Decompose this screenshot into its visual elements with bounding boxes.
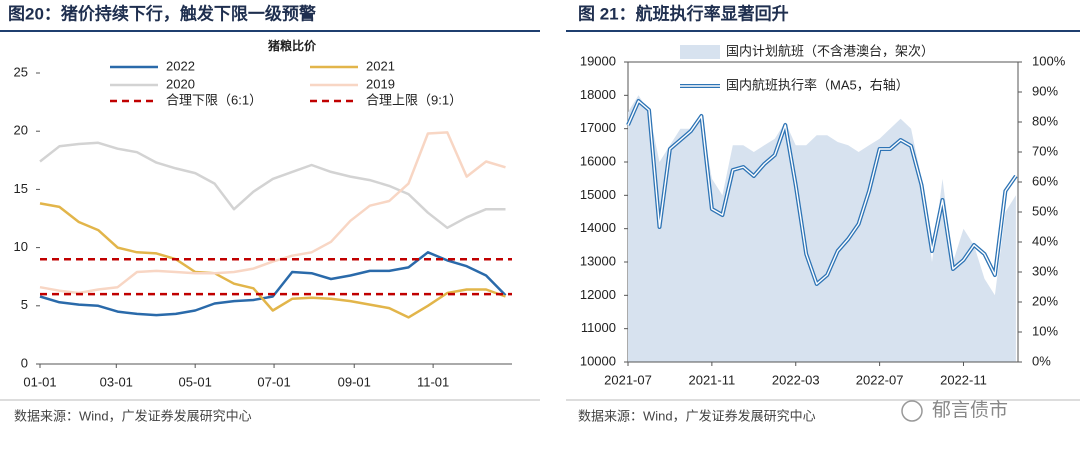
chart-title: 图 21：航班执行率显著回升: [578, 3, 789, 23]
x-tick-label: 01-01: [23, 374, 56, 389]
x-tick-label: 2022-11: [940, 372, 987, 387]
x-tick-label: 2021-11: [688, 372, 735, 387]
x-tick-label: 11-01: [417, 374, 449, 389]
x-tick-label: 07-01: [257, 374, 290, 389]
y-tick-label: 14000: [580, 220, 616, 235]
y-tick-label: 13000: [580, 253, 616, 268]
y-tick-label: 15: [14, 181, 28, 196]
watermark-icon: [901, 400, 923, 422]
y-tick-label: 12000: [580, 287, 616, 302]
y-tick-label: 11000: [581, 320, 616, 335]
y-tick-label: 18000: [580, 87, 616, 102]
y2-tick-label: 10%: [1032, 323, 1058, 338]
x-tick-label: 2022-07: [856, 372, 904, 387]
area: [628, 95, 1016, 363]
series-line: [39, 141, 506, 230]
legend-label: 2020: [166, 76, 195, 91]
source: 数据来源：Wind，广发证券发展研究中心: [14, 408, 252, 423]
source: 数据来源：Wind，广发证券发展研究中心: [578, 408, 816, 423]
x-tick-label: 03-01: [100, 374, 133, 389]
y-tick-label: 0: [21, 355, 28, 370]
legend-label: 2019: [366, 76, 395, 91]
y-tick-label: 16000: [580, 153, 616, 168]
y-tick-label: 10000: [580, 353, 616, 368]
y-tick-label: 25: [14, 64, 28, 79]
legend-label: 国内计划航班（不含港澳台，架次）: [726, 43, 934, 58]
legend-label: 国内航班执行率（MA5，右轴）: [726, 77, 909, 92]
series-line-inner: [627, 100, 1017, 285]
legend-swatch: [680, 45, 720, 59]
y2-tick-label: 70%: [1032, 143, 1058, 158]
y-tick-label: 10: [14, 239, 28, 254]
y2-tick-label: 20%: [1032, 293, 1058, 308]
watermark: 郁言债市: [932, 399, 1008, 421]
y2-tick-label: 40%: [1032, 233, 1058, 248]
y2-tick-label: 100%: [1032, 53, 1066, 68]
y2-tick-label: 80%: [1032, 113, 1058, 128]
legend-label: 合理下限（6:1）: [166, 92, 262, 107]
x-tick-label: 09-01: [338, 374, 371, 389]
y2-tick-label: 90%: [1032, 83, 1058, 98]
y2-tick-label: 0%: [1032, 353, 1051, 368]
series-line: [39, 202, 506, 319]
y-tick-label: 5: [21, 297, 28, 312]
x-tick-label: 2021-07: [604, 372, 652, 387]
y2-tick-label: 60%: [1032, 173, 1058, 188]
legend-label: 2022: [166, 58, 195, 73]
x-tick-label: 05-01: [179, 374, 212, 389]
y-tick-label: 17000: [580, 120, 616, 135]
series-line: [39, 131, 506, 295]
legend-label: 合理上限（9:1）: [366, 92, 462, 107]
y-tick-label: 15000: [580, 187, 616, 202]
chart-subtitle: 猪粮比价: [267, 38, 317, 53]
y-tick-label: 19000: [580, 53, 616, 68]
chart-title: 图20：猪价持续下行，触发下限一级预警: [8, 3, 316, 23]
y2-tick-label: 30%: [1032, 263, 1058, 278]
legend-label: 2021: [366, 58, 395, 73]
x-tick-label: 2022-03: [772, 372, 820, 387]
y-tick-label: 20: [14, 123, 28, 138]
y2-tick-label: 50%: [1032, 203, 1058, 218]
series-line: [39, 251, 507, 317]
